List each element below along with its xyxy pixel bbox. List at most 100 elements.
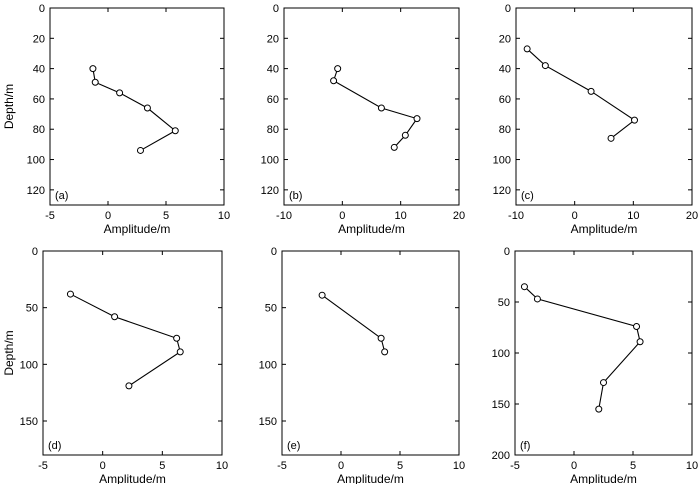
y-tick-label: 0 [273, 3, 279, 15]
panel-label: (e) [287, 440, 300, 452]
x-tick-label: -5 [277, 460, 287, 472]
y-axis-label: Depth/m [2, 84, 16, 129]
y-axis-label: Depth/m [2, 330, 16, 375]
y-tick-label: 50 [26, 303, 38, 315]
data-point [334, 65, 342, 73]
x-tick-label: 5 [397, 460, 403, 472]
y-tick-label: 50 [265, 303, 277, 315]
data-point [541, 62, 549, 70]
plot-frame [514, 250, 693, 456]
x-axis-label: Amplitude/m [99, 472, 166, 484]
x-tick-label: 20 [686, 210, 698, 222]
data-point [607, 134, 615, 142]
data-point [636, 338, 644, 346]
y-tick-label: 100 [20, 359, 38, 371]
x-tick-label: 5 [163, 210, 169, 222]
y-tick-label: 80 [499, 124, 511, 136]
x-tick-label: 10 [395, 210, 407, 222]
data-point [116, 89, 124, 97]
x-tick-label: 0 [105, 210, 111, 222]
y-tick-label: 60 [267, 94, 279, 106]
y-tick-label: 80 [33, 124, 45, 136]
x-tick-label: 0 [572, 210, 578, 222]
data-point [390, 143, 398, 151]
y-tick-label: 0 [504, 246, 510, 258]
y-tick-label: 40 [33, 64, 45, 76]
y-tick-label: 20 [267, 33, 279, 45]
series-line [524, 286, 641, 410]
y-tick-label: 60 [33, 94, 45, 106]
data-point [89, 65, 97, 73]
plot-frame [281, 250, 460, 456]
data-point [171, 127, 179, 135]
x-axis-label: Amplitude/m [570, 472, 637, 484]
data-point [413, 115, 421, 123]
y-tick-label: 120 [493, 185, 511, 197]
plot-frame [515, 7, 693, 206]
data-point [318, 291, 326, 299]
x-tick-label: 0 [571, 460, 577, 472]
y-tick-label: 100 [261, 155, 279, 167]
data-point [111, 313, 119, 321]
x-tick-label: -5 [38, 460, 48, 472]
data-point [176, 348, 184, 356]
y-tick-label: 40 [499, 64, 511, 76]
x-tick-label: 20 [453, 210, 465, 222]
panel-label: (f) [520, 440, 530, 452]
y-tick-label: 100 [27, 155, 45, 167]
y-tick-label: 200 [492, 450, 510, 462]
data-point [600, 379, 607, 387]
data-point [143, 104, 151, 112]
data-point [520, 283, 528, 291]
y-tick-label: 0 [505, 3, 511, 15]
y-tick-label: 20 [499, 33, 511, 45]
y-tick-label: 100 [259, 359, 277, 371]
x-tick-label: 0 [338, 460, 344, 472]
y-tick-label: 0 [39, 3, 45, 15]
chart-panel: -10 0 10 20 0 20 40 60 80 100 120 Amplitude/m (c) [493, 3, 698, 236]
x-tick-label: 10 [453, 460, 465, 472]
x-tick-label: 10 [216, 460, 228, 472]
data-point [66, 290, 74, 298]
data-point [377, 104, 385, 112]
x-axis-label: Amplitude/m [338, 222, 405, 236]
x-tick-label: 5 [159, 460, 165, 472]
chart-panel: -5 0 5 10020406080100120Amplitude/mDepth/m(… [2, 3, 230, 236]
data-point [533, 295, 541, 303]
data-point [631, 116, 639, 124]
y-tick-label: 50 [498, 297, 510, 309]
series-line [321, 294, 386, 353]
series-line [92, 68, 177, 151]
y-tick-label: 100 [492, 348, 510, 360]
y-tick-label: 100 [493, 155, 511, 167]
panel-label: (c) [521, 190, 534, 202]
y-tick-label: 0 [32, 246, 38, 258]
panel-label: (b) [289, 190, 302, 202]
x-tick-label: -10 [276, 210, 292, 222]
data-point [377, 334, 385, 342]
series-line [70, 293, 181, 387]
x-tick-label: 10 [627, 210, 639, 222]
y-tick-label: 80 [267, 124, 279, 136]
x-tick-label: 0 [339, 210, 345, 222]
plot-frame [283, 7, 460, 206]
panel-label: (d) [48, 440, 61, 452]
data-point [125, 382, 133, 390]
x-tick-label: -5 [45, 210, 55, 222]
data-point [330, 77, 338, 85]
data-point [173, 334, 181, 342]
panel-label: (a) [55, 190, 68, 202]
x-axis-label: Amplitude/m [104, 222, 171, 236]
data-point [401, 131, 409, 139]
data-point [633, 322, 641, 330]
data-point [91, 78, 99, 86]
y-tick-label: 150 [259, 416, 277, 428]
y-tick-label: 150 [492, 399, 510, 411]
data-point [136, 146, 144, 154]
y-tick-label: 40 [267, 64, 279, 76]
plot-frame [49, 7, 225, 206]
